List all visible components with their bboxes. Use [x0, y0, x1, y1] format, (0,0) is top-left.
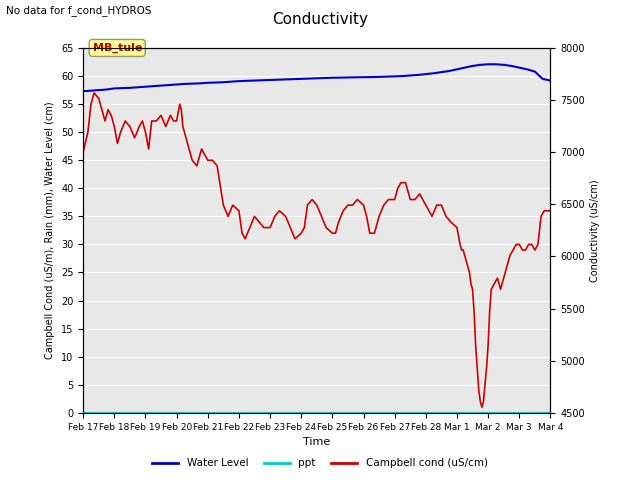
Y-axis label: Campbell Cond (uS/m), Rain (mm), Water Level (cm): Campbell Cond (uS/m), Rain (mm), Water L… [45, 102, 56, 359]
X-axis label: Time: Time [303, 437, 330, 447]
Text: Conductivity: Conductivity [272, 12, 368, 27]
Text: MB_tule: MB_tule [93, 43, 142, 53]
Y-axis label: Conductivity (uS/cm): Conductivity (uS/cm) [591, 179, 600, 282]
Text: No data for f_cond_HYDROS: No data for f_cond_HYDROS [6, 5, 152, 16]
Legend: Water Level, ppt, Campbell cond (uS/cm): Water Level, ppt, Campbell cond (uS/cm) [148, 454, 492, 472]
